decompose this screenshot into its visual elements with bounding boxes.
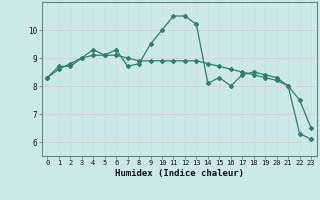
X-axis label: Humidex (Indice chaleur): Humidex (Indice chaleur)	[115, 169, 244, 178]
